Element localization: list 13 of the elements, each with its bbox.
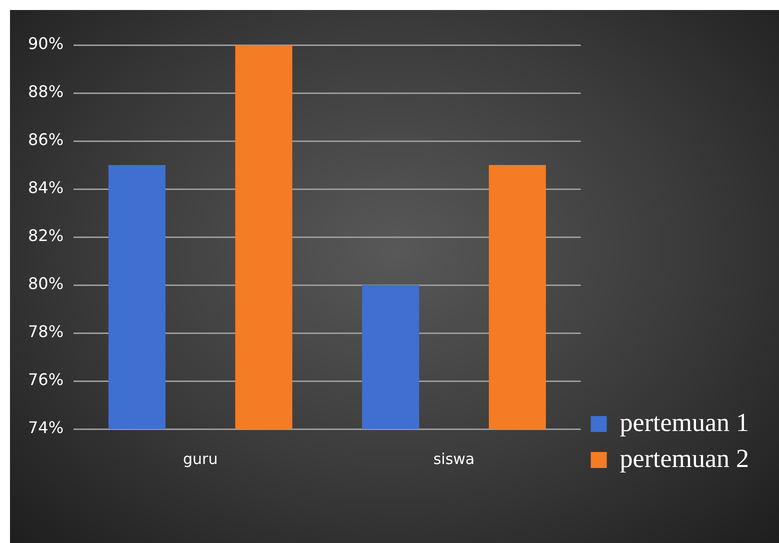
y-tick-label: 82% [28, 226, 64, 246]
y-tick-label: 74% [28, 418, 64, 438]
y-tick-label: 80% [28, 274, 64, 294]
y-tick-label: 78% [28, 322, 64, 342]
x-tick-label: siswa [433, 450, 475, 468]
legend-label: pertemuan 2 [620, 444, 750, 473]
legend-label: pertemuan 1 [620, 408, 750, 437]
y-tick-label: 86% [28, 130, 64, 150]
y-tick-label: 90% [28, 34, 64, 54]
y-tick-label: 76% [28, 370, 64, 390]
y-tick-label: 88% [28, 82, 64, 102]
x-tick-label: guru [183, 450, 218, 468]
y-tick-label: 84% [28, 178, 64, 198]
